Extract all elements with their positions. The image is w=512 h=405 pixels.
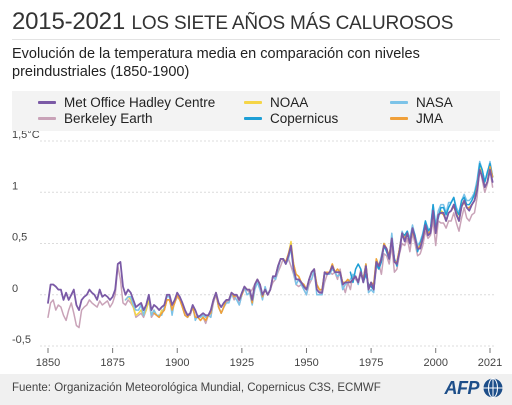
series-line-berkeley-earth	[47, 165, 494, 329]
chart-title: 2015-2021 Los siete años más calurosos	[12, 8, 504, 36]
legend-swatch	[244, 101, 262, 104]
afp-logo: AFP	[445, 377, 505, 399]
source-note: Fuente: Organización Meteorológica Mundi…	[12, 382, 381, 394]
legend-label: Berkeley Earth	[64, 111, 153, 126]
legend-item-berkeley: Berkeley Earth	[38, 111, 153, 126]
globe-icon	[483, 378, 503, 398]
x-tick-label: 1925	[230, 357, 254, 369]
x-axis: 1850 1875 1900 1925 1950 1975 2000 2021	[36, 348, 502, 369]
title-caption: Los siete años más calurosos	[131, 13, 454, 34]
x-tick-label: 1950	[294, 357, 318, 369]
series-line-met-office-hadley-centre	[47, 168, 494, 319]
legend-item-nasa: NASA	[390, 95, 453, 110]
legend-item-met-office: Met Office Hadley Centre	[38, 95, 215, 110]
title-years: 2015-2021	[12, 8, 125, 35]
x-tick-label: 1975	[359, 357, 383, 369]
title-divider	[12, 39, 500, 40]
x-tick-label: 1875	[100, 357, 124, 369]
legend-item-jma: JMA	[390, 111, 443, 126]
x-tick-label: 1900	[165, 357, 189, 369]
legend-label: NASA	[416, 95, 453, 110]
legend-item-noaa: NOAA	[244, 95, 308, 110]
legend-swatch	[244, 117, 262, 120]
legend-swatch	[38, 117, 56, 120]
temperature-line-chart: -0,5 0 0,5 1 1,5°C 1850 1875 1900 1925 1950 1975 2…	[12, 131, 502, 369]
legend-swatch	[390, 117, 408, 120]
y-tick-label: -0,5	[12, 334, 31, 346]
x-tick-label: 2000	[423, 357, 447, 369]
y-tick-label: 1	[12, 180, 18, 192]
legend-label: JMA	[416, 111, 443, 126]
y-tick-label: 0	[12, 283, 18, 295]
x-tick-label: 1850	[36, 357, 60, 369]
y-tick-label: 1,5°C	[12, 131, 40, 141]
legend-swatch	[390, 101, 408, 104]
series-line-copernicus	[349, 162, 494, 291]
legend-label: NOAA	[270, 95, 309, 110]
y-tick-label: 0,5	[12, 232, 27, 244]
footer: Fuente: Organización Meteorológica Mundi…	[0, 374, 512, 405]
y-axis: -0,5 0 0,5 1 1,5°C	[12, 131, 40, 346]
chart-subtitle: Evolución de la temperatura media en com…	[12, 46, 420, 80]
legend-label: Met Office Hadley Centre	[64, 95, 216, 110]
x-tick-label: 2021	[478, 357, 502, 369]
legend: Met Office Hadley Centre NOAA NASA Berke…	[12, 91, 500, 131]
legend-swatch	[38, 101, 56, 104]
series-lines	[47, 160, 494, 329]
logo-text: AFP	[444, 377, 480, 398]
legend-label: Copernicus	[270, 111, 339, 126]
gridlines	[40, 140, 496, 347]
legend-item-copernicus: Copernicus	[244, 111, 338, 126]
